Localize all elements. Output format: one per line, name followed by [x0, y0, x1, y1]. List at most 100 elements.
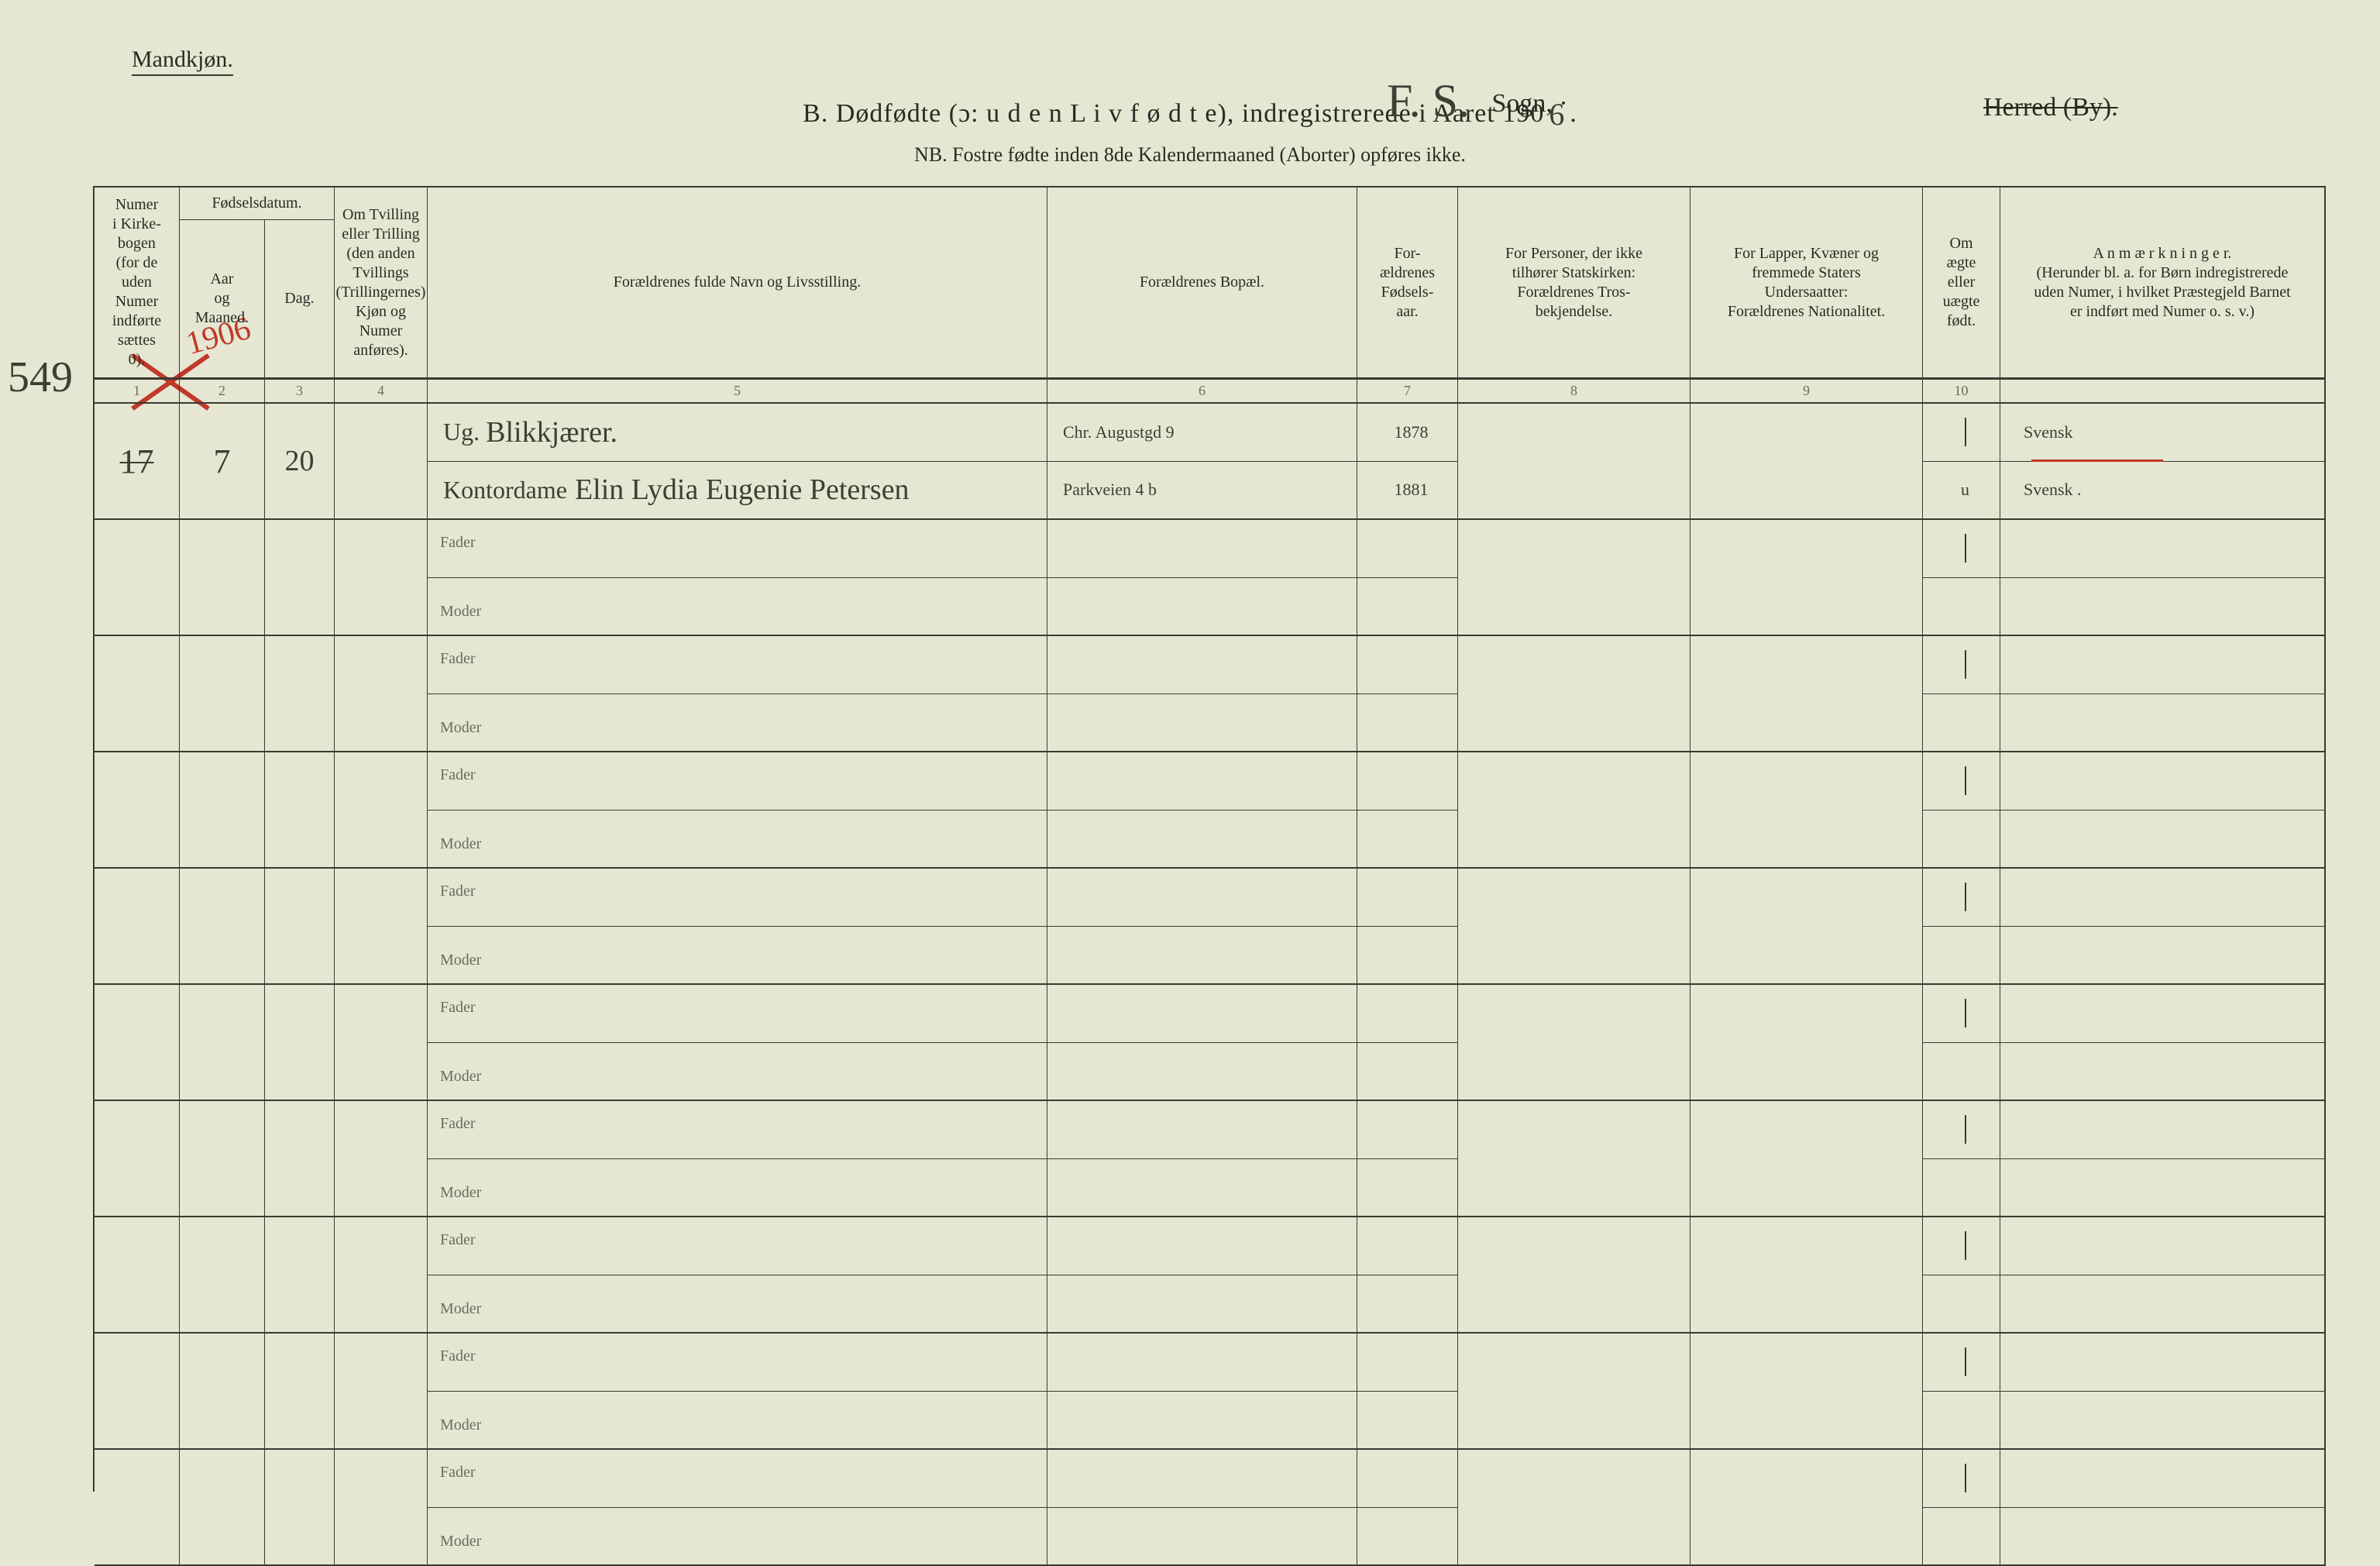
tick-mark-icon [1965, 650, 1966, 679]
ledger-table: Numer i Kirke- bogen (for de uden Numer … [93, 186, 2326, 1492]
entry-moder-stilling: Kontordame [443, 476, 567, 504]
entry-col4 [335, 404, 428, 518]
entry-moder-navn-row: Kontordame Elin Lydia Eugenie Petersen [428, 462, 1047, 519]
blank-col [335, 1101, 428, 1216]
blank-col5: FaderModer [428, 1450, 1047, 1564]
entry-col7: 1878 1881 [1357, 404, 1458, 518]
blank-col [1458, 869, 1690, 983]
herred-block: Herred (By). [1983, 93, 2118, 122]
blank-col5: Fader Moder [428, 1334, 1047, 1448]
blank-split-col [1047, 752, 1357, 867]
col-4-header-text: Om Tvilling eller Trilling (den anden Tv… [336, 205, 426, 360]
entry-moder-aar: 1881 [1357, 462, 1457, 519]
blank-col5: FaderModer [428, 985, 1047, 1100]
sogn-label: Sogn, · [1491, 89, 1567, 118]
blank-col [1458, 985, 1690, 1100]
blank-split-col [1047, 985, 1357, 1100]
col-8-header: For Personer, der ikke tilhører Statskir… [1458, 188, 1690, 377]
col-11-header-text: A n m æ r k n i n g e r. (Herunder bl. a… [2034, 244, 2290, 322]
tick-mark-icon [1965, 999, 1966, 1027]
blank-col5: FaderModer [428, 1101, 1047, 1216]
blank-split-col [1047, 1334, 1357, 1448]
col-2-header: Aar og Maaned. [180, 220, 265, 377]
blank-split-col [2000, 1217, 2326, 1332]
blank-col [335, 985, 428, 1100]
blank-col [335, 752, 428, 867]
blank-col [1458, 636, 1690, 751]
entry-fader-bopael: Chr. Augustgd 9 [1047, 404, 1357, 462]
subnum-9: 9 [1690, 380, 1923, 402]
blank-col5: Fader Moder [428, 520, 1047, 635]
red-underline-icon [2031, 459, 2163, 462]
blank-col [1690, 985, 1923, 1100]
blank-col [1690, 752, 1923, 867]
fader-label: Fader [440, 1464, 476, 1482]
blank-col [180, 520, 265, 635]
nb-line: NB. Fostre fødte inden 8de Kalendermaane… [0, 143, 2380, 167]
subnum-8: 8 [1458, 380, 1690, 402]
col-8-header-text: For Personer, der ikke tilhører Statskir… [1505, 244, 1642, 322]
blank-split-col [2000, 869, 2326, 983]
tick-mark-icon [1965, 1115, 1966, 1144]
fader-label: Fader [440, 534, 476, 552]
col-7-header-text: For- ældrenes Fødsels- aar. [1380, 244, 1435, 322]
blank-col10 [1923, 869, 2000, 983]
title-suffix: . [1570, 99, 1577, 129]
col-1-header-text: Numer i Kirke- bogen (for de uden Numer … [112, 195, 161, 370]
blank-col [180, 752, 265, 867]
moder-label: Moder [440, 603, 481, 621]
moder-label: Moder [440, 1416, 481, 1434]
entry-col8 [1458, 404, 1690, 518]
subnum-11 [2000, 380, 2326, 402]
subnum-7: 7 [1357, 380, 1458, 402]
blank-col10 [1923, 1217, 2000, 1332]
tick-mark-icon [1965, 418, 1966, 446]
col-4-header: Om Tvilling eller Trilling (den anden Tv… [335, 188, 428, 377]
blank-split-col [1357, 1217, 1458, 1332]
subnum-3: 3 [265, 380, 335, 402]
col-9-header: For Lapper, Kvæner og fremmede Staters U… [1690, 188, 1923, 377]
fader-label: Fader [440, 883, 476, 900]
blank-split-col [1357, 1101, 1458, 1216]
blank-split-col [1047, 636, 1357, 751]
blank-col [1690, 636, 1923, 751]
blank-col [265, 752, 335, 867]
blank-split-col [1357, 1450, 1458, 1564]
col-10-header-text: Om ægte eller uægte født. [1943, 234, 1980, 331]
blank-split-col [1047, 1101, 1357, 1216]
moder-label: Moder [440, 952, 481, 969]
col-7-header: For- ældrenes Fødsels- aar. [1357, 188, 1458, 377]
col-3-header: Dag. [265, 220, 334, 377]
fader-label: Fader [440, 650, 476, 668]
blank-col5: Fader Moder [428, 869, 1047, 983]
tick-mark-icon [1965, 766, 1966, 795]
gender-label: Mandkjøn. [132, 46, 233, 76]
blank-col [1458, 520, 1690, 635]
col-10-header: Om ægte eller uægte født. [1923, 188, 2000, 377]
fader-label: Fader [440, 1347, 476, 1365]
entry-note-fader: Svensk [2000, 404, 2324, 462]
entry-fader-navn-row: Ug. Blikkjærer. [428, 404, 1047, 462]
blank-col [265, 520, 335, 635]
entry-col3: 20 [265, 404, 335, 518]
entry-col5: Ug. Blikkjærer. Kontordame Elin Lydia Eu… [428, 404, 1047, 518]
table-row-blank: FaderModer [95, 752, 2326, 869]
blank-col [1458, 1217, 1690, 1332]
sogn-script: F. S. [1387, 75, 1470, 126]
blank-col [265, 869, 335, 983]
tick-mark-icon [1965, 1347, 1966, 1376]
ledger-page: Mandkjøn. B. Dødfødte (ɔ: u d e n L i v … [0, 0, 2380, 1538]
blank-col [1458, 1101, 1690, 1216]
table-row-blank: FaderModer [95, 985, 2326, 1101]
blank-col [180, 1334, 265, 1448]
blank-col [265, 1217, 335, 1332]
table-subheader: 1 2 3 4 5 6 7 8 9 10 [95, 380, 2326, 404]
fader-label: Fader [440, 1115, 476, 1133]
entry-col11: Svensk Svensk . [2000, 404, 2326, 518]
blank-split-col [2000, 1450, 2326, 1564]
table-row-blank: FaderModer [95, 1217, 2326, 1334]
blank-col10 [1923, 520, 2000, 635]
entry-status: Ug. [443, 418, 480, 446]
blank-split-col [2000, 1334, 2326, 1448]
blank-col10 [1923, 636, 2000, 751]
